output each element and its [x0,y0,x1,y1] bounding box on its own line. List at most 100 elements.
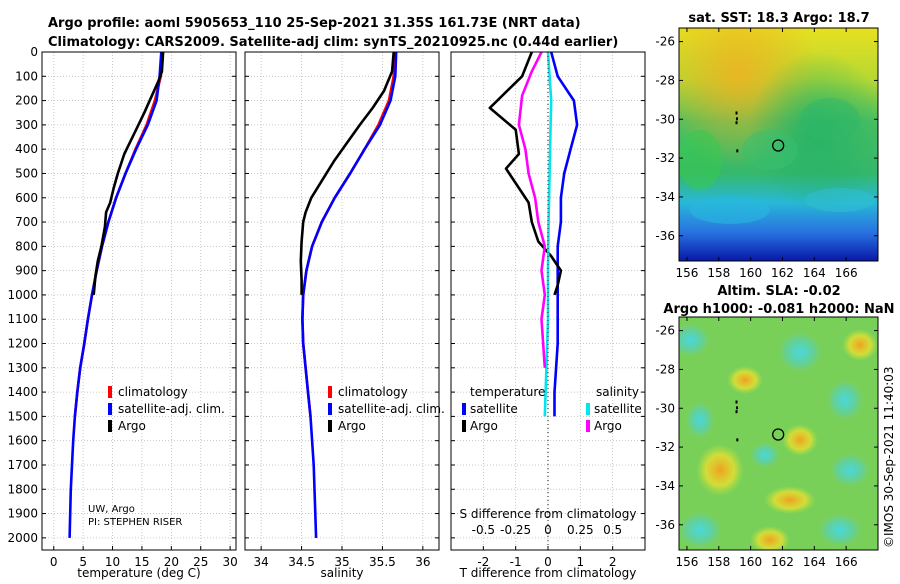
legend-swatch-satellite [108,403,112,415]
sla-map: Altim. SLA: -0.02 Argo h1000: -0.081 h20… [655,284,894,569]
y-tick-label: 1600 [7,434,38,448]
top-axis-tick-label: 0 [544,523,552,537]
map-x-tick-label: 158 [707,266,730,280]
sst-map-title: sat. SST: 18.3 Argo: 18.7 [688,11,869,26]
legend3-temperature-title: temperature [470,385,545,399]
x-tick-label: 36 [415,555,430,569]
y-tick-label: 800 [15,239,38,253]
legend2-swatch-argo [328,420,332,432]
top-axis-tick-label: 0.5 [603,523,622,537]
y-tick-label: 0 [30,45,38,59]
note-pi: PI: STEPHEN RISER [88,517,182,528]
series-line-satellite-adj-clim- [301,52,398,538]
map-y-tick-label: -26 [655,35,675,49]
y-tick-label: 1200 [7,337,38,351]
legend3-label-t-satellite: satellite [470,402,518,416]
x-tick-label: 25 [193,555,208,569]
map-y-tick-label: -36 [655,229,675,243]
map-x-tick-label: 160 [739,555,762,569]
y-tick-label: 1100 [7,312,38,326]
header-line2: Climatology: CARS2009. Satellite-adj cli… [48,35,618,50]
island-dot [735,111,738,115]
legend-swatch-climatology [108,386,112,398]
island-dot [735,117,738,121]
y-tick-label: 1500 [7,409,38,423]
y-tick-label: 400 [15,142,38,156]
legend3-swatch-s-satellite [586,403,590,415]
x-tick-label: -2 [477,555,489,569]
map-y-tick-label: -28 [655,362,675,376]
argo-location-marker [772,428,785,441]
x-tick-label: 2 [609,555,617,569]
map-y-tick-label: -30 [655,401,675,415]
x-tick-label: 34 [254,555,269,569]
series-line-argo [92,52,165,296]
legend2-label-satellite: satellite-adj. clim. [338,402,445,416]
x-tick-label: 20 [164,555,179,569]
map-x-tick-label: 164 [803,555,826,569]
difference-panel: -2 -1 0 1 2T difference from climatology -0.5… [450,51,646,580]
y-tick-label: 500 [15,166,38,180]
top-axis-tick-label: -0.5 [472,523,495,537]
credit-text: ©IMOS 30-Sep-2021 11:40:03 [882,366,896,548]
y-tick-label: 100 [15,69,38,83]
argo-location-marker [772,139,785,152]
plot-frame [244,51,440,551]
island-dot [736,149,739,153]
difference-top-axis-label: S difference from climatology [460,507,637,521]
salinity-panel: 34 34.5 35 35.5 36 salinity [244,51,440,580]
top-axis-tick-label: 0.25 [567,523,594,537]
temperature-panel: 0100200300400500600700800900100011001200… [7,45,237,580]
island-dot [735,400,738,404]
map-x-tick-label: 166 [835,266,858,280]
legend3-salinity-title: salinity [596,385,639,399]
map-x-tick-label: 160 [739,266,762,280]
map-x-tick-label: 166 [835,555,858,569]
sla-map-title-line1: Altim. SLA: -0.02 [717,284,840,299]
plot-area [42,52,236,550]
legend-difference: temperature salinity satellite Argo sate… [462,385,642,433]
x-tick-label: 35 [334,555,349,569]
y-tick-label: 900 [15,264,38,278]
y-tick-label: 200 [15,94,38,108]
map-x-tick-label: 158 [707,555,730,569]
x-tick-label: 10 [105,555,120,569]
series-line-salinity-argo [517,52,547,368]
legend3-label-s-satellite: satellite [594,402,642,416]
note-institution: UW, Argo [88,504,135,515]
legend3-swatch-s-argo [586,420,590,432]
sst-map-field [679,28,878,261]
sst-map: sat. SST: 18.3 Argo: 18.7 156 158 160 162 16… [655,11,879,280]
y-tick-label: 600 [15,191,38,205]
x-tick-label: 34.5 [288,555,315,569]
y-tick-label: 700 [15,215,38,229]
x-tick-label: 5 [79,555,87,569]
legend-swatch-argo [108,420,112,432]
legend2-label-argo: Argo [338,419,366,433]
top-axis-tick-label: -0.25 [500,523,531,537]
island-dot [735,406,738,410]
y-tick-label: 1900 [7,507,38,521]
map-y-tick-label: -34 [655,190,675,204]
island-dot [735,121,738,125]
map-y-tick-label: -30 [655,112,675,126]
map-x-tick-label: 162 [771,555,794,569]
plot-frame [41,51,237,551]
y-tick-label: 1300 [7,361,38,375]
legend-label-argo: Argo [118,419,146,433]
legend2-label-climatology: climatology [338,385,408,399]
legend-label-climatology: climatology [118,385,188,399]
series-line-temperature-satellite [549,52,579,417]
legend-profile-1: climatology satellite-adj. clim. Argo [108,385,225,433]
x-axis-label: salinity [320,566,363,580]
x-axis-label: temperature (deg C) [77,566,200,580]
legend2-swatch-satellite [328,403,332,415]
map-y-tick-label: -26 [655,324,675,338]
series-line-satellite-adj-clim- [68,52,163,538]
x-tick-label: 0 [50,555,58,569]
y-tick-label: 300 [15,118,38,132]
legend3-label-t-argo: Argo [470,419,498,433]
map-x-tick-label: 156 [676,555,699,569]
y-tick-label: 1800 [7,482,38,496]
